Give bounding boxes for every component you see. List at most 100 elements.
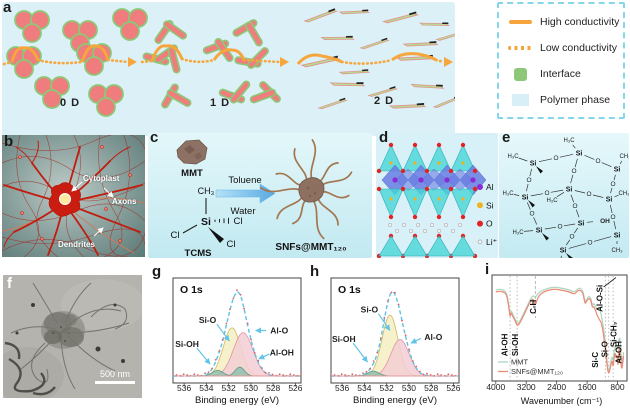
band-label-Si-C: Si-C xyxy=(591,352,600,368)
snf-particle xyxy=(260,139,353,240)
data-dot xyxy=(426,372,428,375)
panel-letter-c: c xyxy=(150,129,159,146)
methyl-label: H₃C xyxy=(507,154,519,160)
data-dot xyxy=(264,371,267,374)
legend-dot-Al xyxy=(477,184,483,190)
oxygen-label: O xyxy=(572,203,577,210)
data-dot xyxy=(289,373,292,376)
bond xyxy=(523,230,534,232)
silicon-label: Si xyxy=(576,151,583,158)
snf-arm xyxy=(310,139,317,181)
data-dot xyxy=(379,337,382,340)
tetrahedra-lower xyxy=(378,188,476,218)
dark-fiber-bundles xyxy=(4,341,56,396)
bond xyxy=(601,162,612,168)
methyl-label: H₃C xyxy=(563,138,575,144)
axis-tick-label: 534 xyxy=(199,383,213,393)
methyl-label: CH₃ xyxy=(611,248,623,254)
data-dot xyxy=(390,291,393,294)
panel-letter-i: i xyxy=(485,261,490,278)
panel-h-xps: O 1s 536 534 532 530 528 526 Binding energy (eV… xyxy=(306,268,464,410)
annotation-arrow xyxy=(258,353,270,360)
silicon-label: Si xyxy=(566,187,573,194)
nucleus xyxy=(59,193,71,205)
spectrum-SNFs@MMT₁₂₀ xyxy=(495,288,625,374)
axis-tick-label: 4000 xyxy=(486,382,505,392)
tcms-structure: CH₃ Si Cl Cl Cl TCMS xyxy=(171,186,243,258)
legend-item-polymer-phase: Polymer phase xyxy=(499,87,623,113)
legend-label: Polymer phase xyxy=(540,94,611,106)
snf-arm xyxy=(260,186,302,193)
data-dot xyxy=(182,373,185,376)
axis-tick-label: 534 xyxy=(357,383,371,393)
oxygen-label: O xyxy=(569,234,574,241)
legend-label-SNFs@MMT₁₂₀: SNFs@MMT₁₂₀ xyxy=(511,367,563,376)
tcms-label: TCMS xyxy=(185,248,212,258)
hydroxyl-label: OH xyxy=(600,218,610,225)
data-dot xyxy=(451,374,453,376)
lithium-ions xyxy=(387,222,463,234)
bond xyxy=(566,239,571,246)
oxygen-label: O xyxy=(587,240,592,247)
data-dot xyxy=(250,338,253,341)
panel-letter-h: h xyxy=(310,263,320,280)
data-dot xyxy=(268,372,270,374)
data-dot xyxy=(394,291,396,294)
oxygen-label: O xyxy=(526,177,531,184)
peak-label-Al-O: Al-O xyxy=(424,332,442,342)
hashed-wedge-bond xyxy=(214,217,229,224)
silicon-label: Si xyxy=(614,167,621,174)
data-dot xyxy=(401,319,403,322)
bond xyxy=(530,193,544,197)
bond xyxy=(574,190,586,194)
axis-tick-label: 1600 xyxy=(578,382,597,392)
data-dot xyxy=(232,297,235,299)
legend-item-low-conductivity: Low conductivity xyxy=(499,35,623,61)
annotation-arrow xyxy=(196,347,211,365)
ftir-chart: Al-OH Si-OHC-H Al-O-SiSi-CSi-OSi-CH₃Al-OH4… xyxy=(486,274,628,406)
legend-label-MMT: MMT xyxy=(511,358,528,367)
neuron-illustration xyxy=(2,135,145,257)
data-dot xyxy=(458,373,460,376)
data-dot xyxy=(218,350,221,352)
panel-letter-e: e xyxy=(502,129,511,146)
bond xyxy=(538,158,553,163)
data-dot xyxy=(172,373,174,376)
water-label: Water xyxy=(231,206,256,217)
solid-wedge-bond xyxy=(208,227,224,243)
xps-chart-g: O 1s 536 534 532 530 528 526 Binding energy (eV… xyxy=(172,277,303,406)
peak-label-Si-OH: Si-OH xyxy=(332,334,356,344)
x-axis-label: Wavenumber (cm⁻¹) xyxy=(521,396,602,406)
bond xyxy=(550,189,564,193)
label-2d: 2 D xyxy=(374,95,395,107)
data-dot xyxy=(387,300,389,302)
bond xyxy=(570,174,574,184)
data-dot xyxy=(300,373,302,376)
oxygen-label: O xyxy=(529,211,534,218)
methyl-label: CH₃ xyxy=(619,154,629,160)
band-label-C-H: C-H xyxy=(529,299,538,313)
scale-bar-label: 500 nm xyxy=(100,369,130,379)
panel-e-network: OOOOOOOOOOOOOH₃CH₃CCH₃H₃CCH₃H₃CCH₃H₃CH₃C… xyxy=(499,133,629,258)
peak-label-Si-O: Si-O xyxy=(199,315,217,325)
chart-title: O 1s xyxy=(338,284,361,296)
data-dot xyxy=(376,351,379,354)
panel-letter-g: g xyxy=(152,263,162,280)
crystal-illustration: Al Si O Li⁺ xyxy=(376,133,498,258)
silicon-label: Si xyxy=(530,161,537,168)
axis-tick-label: 532 xyxy=(222,383,236,393)
silicon-atoms xyxy=(389,161,465,201)
data-dot xyxy=(436,373,439,376)
data-dot xyxy=(365,370,368,373)
toluene-label: Toluene xyxy=(228,175,261,186)
wedge-bond xyxy=(566,253,573,258)
bond xyxy=(574,158,578,168)
siloxane-illustration: OOOOOOOOOOOOOH₃CH₃CCH₃H₃CCH₃H₃CCH₃H₃CH₃C… xyxy=(499,133,629,258)
plot-frame xyxy=(491,274,628,382)
cl-right-label: Cl xyxy=(234,216,243,227)
data-dot xyxy=(419,370,421,373)
tetrahedra-bottom xyxy=(378,235,476,257)
panel-c-synthesis: MMT CH₃ Si Cl Cl Cl TCMS Toluene xyxy=(148,133,372,258)
tetrahedra-upper xyxy=(378,144,476,172)
methyl-label: H₃C xyxy=(546,198,558,204)
